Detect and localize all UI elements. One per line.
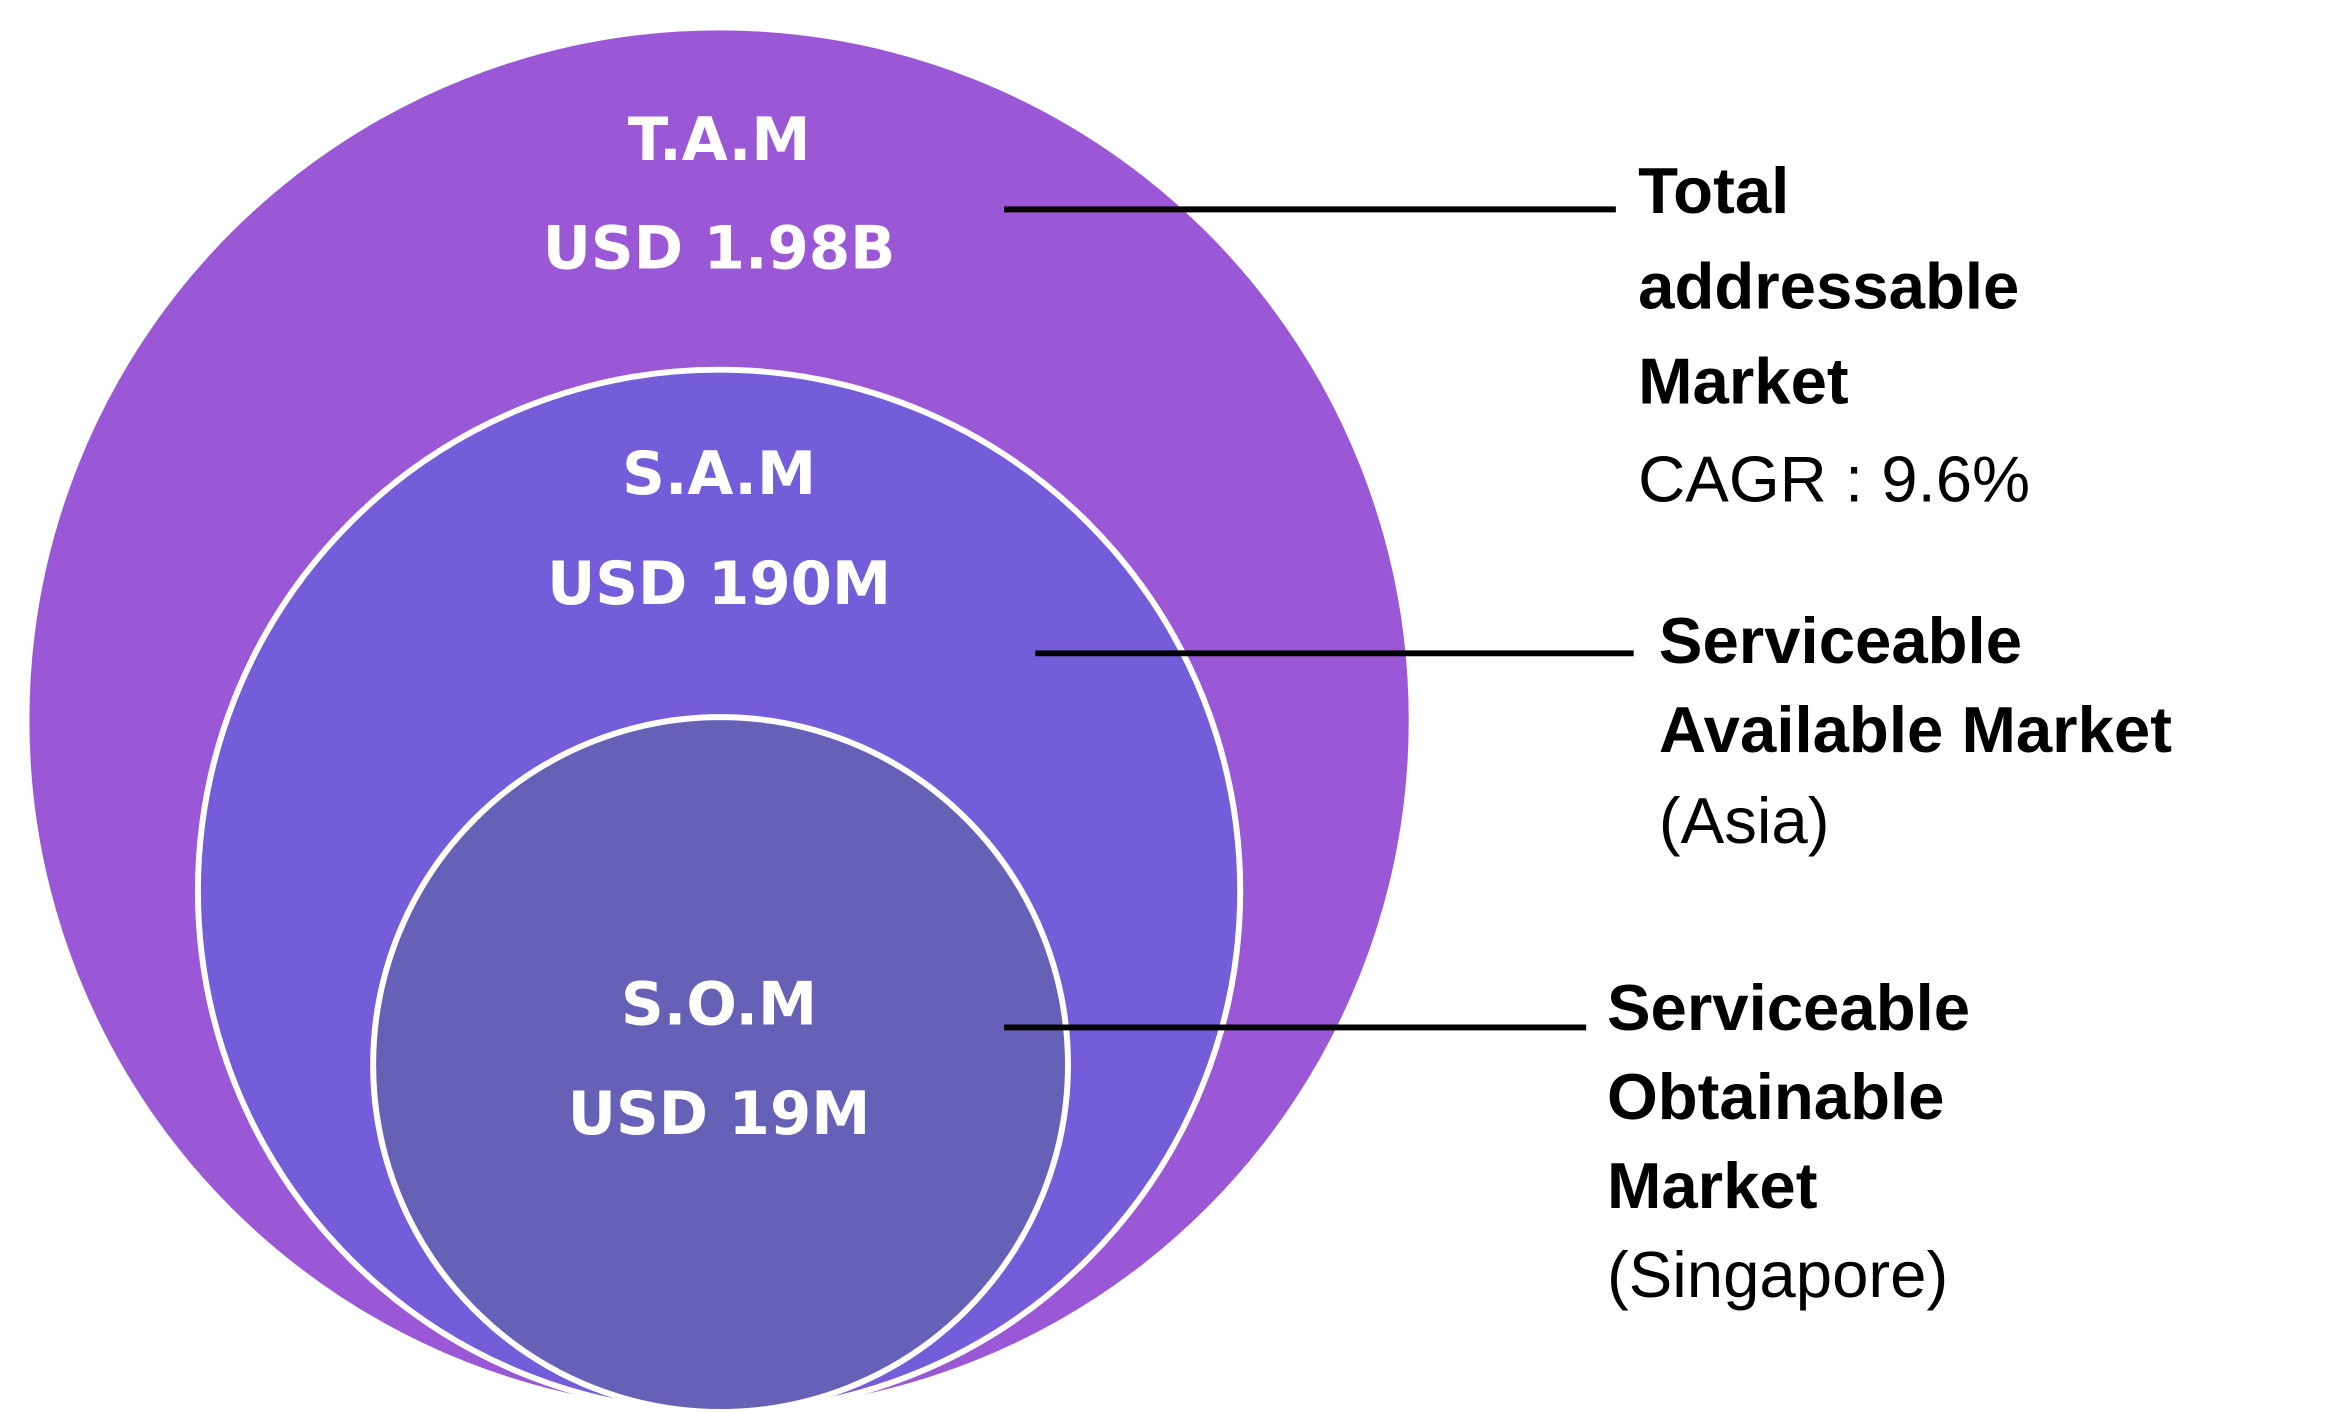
som-name: Obtainable [1607, 1060, 1945, 1133]
tam-name: addressable [1638, 249, 2019, 322]
sam-name: Serviceable [1659, 604, 2022, 677]
tam-value: USD 1.98B [543, 215, 896, 284]
sam-value: USD 190M [547, 550, 891, 619]
tam-name: Total [1638, 154, 1789, 227]
tam-detail: CAGR : 9.6% [1638, 442, 2030, 515]
som-value: USD 19M [568, 1080, 871, 1149]
sam-name: Available Market [1659, 693, 2172, 766]
som-circle [370, 714, 1071, 1412]
som-abbr: S.O.M [621, 970, 817, 1039]
tam-abbr: T.A.M [628, 106, 811, 175]
som-name: Market [1607, 1149, 1818, 1222]
tam-name: Market [1638, 344, 1849, 417]
sam-detail: (Asia) [1659, 784, 1830, 857]
som-detail: (Singapore) [1607, 1238, 1948, 1311]
som-name: Serviceable [1607, 971, 1970, 1044]
sam-abbr: S.A.M [622, 440, 816, 509]
